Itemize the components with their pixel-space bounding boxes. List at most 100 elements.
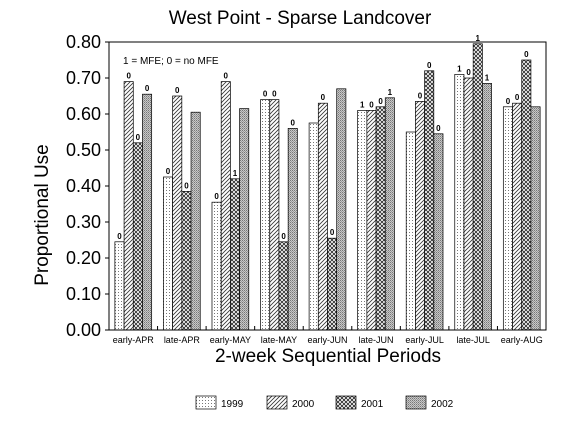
bar-2000-early-MAY [220,81,231,331]
bar-2000-early-JUN [317,102,328,331]
x-tick-label: early-AUG [501,335,543,345]
bar-2001-late-APR [181,191,192,331]
bar-2002-late-JUL [482,83,492,331]
legend-label-2001: 2001 [361,399,384,410]
mfe-label: 0 [524,50,529,59]
legend-label-2002: 2002 [431,399,454,410]
y-tick-label: 0.30 [66,212,101,232]
bar-2002-late-MAY [287,128,298,331]
legend-swatch-2002 [405,395,427,410]
bar-1999-early-APR [114,241,125,331]
bar-2000-early-APR [123,81,134,331]
mfe-label: 0 [272,90,277,99]
x-tick-label: late-APR [164,335,201,345]
bar-2000-late-JUN [366,110,377,331]
mfe-note: 1 = MFE; 0 = no MFE [123,56,219,67]
bar-2001-early-MAY [230,178,240,331]
mfe-label: 1 [485,73,490,82]
legend-label-1999: 1999 [221,399,244,410]
mfe-label: 1 [457,64,462,73]
mfe-label: 0 [281,232,286,241]
x-tick-label: late-JUN [359,335,394,345]
bar-1999-late-JUL [454,74,465,331]
chart-title: West Point - Sparse Landcover [169,8,432,29]
mfe-label: 0 [145,84,150,93]
y-tick-label: 0.60 [66,104,101,124]
mfe-label: 0 [136,133,141,142]
bar-1999-late-APR [163,176,173,331]
bar-2002-early-MAY [239,108,250,331]
bar-2002-early-JUL [433,133,444,331]
y-tick-label: 0.80 [66,32,101,52]
bar-2002-early-AUG [530,106,541,331]
bar-1999-late-MAY [260,99,271,331]
legend-label-2000: 2000 [292,399,315,410]
plot-frame [108,41,547,331]
y-tick-label: 0.50 [66,140,101,160]
bar-2000-late-MAY [269,99,280,331]
y-tick-label: 0.40 [66,176,101,196]
bar-2001-early-JUL [424,70,435,331]
mfe-label: 0 [378,97,383,106]
x-axis-title: 2-week Sequential Periods [215,346,441,367]
bar-2002-early-APR [142,93,153,331]
legend-swatch-1999 [195,395,217,410]
y-tick-label: 0.00 [66,320,101,340]
x-tick-label: late-JUL [456,335,490,345]
bar-2000-early-JUL [415,101,425,331]
mfe-label: 0 [515,93,520,102]
y-tick-label: 0.10 [66,284,101,304]
bar-2001-early-AUG [521,59,532,331]
mfe-label: 1 [388,88,393,97]
mfe-label: 0 [506,97,511,106]
bar-2000-late-JUL [463,77,474,331]
mfe-label: 0 [126,72,131,81]
bar-group [114,43,541,331]
bar-2001-late-JUN [375,106,386,331]
legend-swatch-2001 [335,395,357,410]
mfe-label: 0 [175,86,180,95]
x-tick-label: early-JUL [405,335,444,345]
mfe-label: 0 [330,228,335,237]
x-tick-label: early-APR [113,335,155,345]
legend-swatch-2000 [266,395,288,410]
y-axis-title: Proportional Use [32,144,53,286]
mfe-label: 0 [214,192,219,201]
bar-2002-late-JUN [384,97,395,331]
x-tick-label: early-JUN [307,335,347,345]
x-axis-ticks: early-APR late-APR early-MAY late-MAY early-… [113,326,543,345]
x-tick-label: late-MAY [261,335,297,345]
bar-2002-late-APR [190,111,201,331]
mfe-label: 0 [369,100,374,109]
bar-1999-early-AUG [502,106,513,331]
bar-1999-early-MAY [211,201,222,331]
y-axis-ticks: 0.00 0.10 0.20 0.30 0.40 0.50 0.60 0.70 0.80 [66,32,109,340]
mfe-label: 1 [476,34,481,43]
mfe-label: 0 [263,90,268,99]
mfe-label: 0 [117,232,122,241]
mfe-label: 0 [224,72,229,81]
mfe-label: 0 [184,181,189,190]
mfe-label: 0 [291,118,296,127]
bar-1999-early-JUN [308,122,319,331]
bar-2001-late-MAY [278,241,289,331]
bar-2001-early-JUN [327,237,338,331]
mfe-label: 0 [466,68,471,77]
mfe-label: 0 [321,93,326,102]
mfe-label: 0 [418,91,423,100]
mfe-label: 1 [360,100,365,109]
bar-1999-late-JUN [357,110,368,331]
y-tick-label: 0.70 [66,68,101,88]
mfe-label: 0 [427,61,432,70]
bar-2001-late-JUL [472,43,483,331]
mfe-label: 0 [436,124,441,133]
y-tick-label: 0.20 [66,248,101,268]
bar-1999-early-JUL [405,131,416,331]
mfe-label: 1 [233,169,238,178]
bar-2002-early-JUN [336,88,347,331]
mfe-label: 0 [166,167,171,176]
bar-2000-early-AUG [512,102,523,331]
